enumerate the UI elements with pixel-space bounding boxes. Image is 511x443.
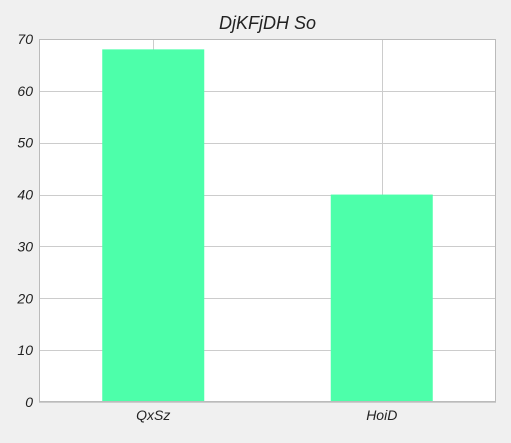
bars <box>102 49 433 402</box>
y-tick-label: 0 <box>25 394 33 410</box>
x-tick-label: QxSz <box>136 407 170 423</box>
y-tick-label: 10 <box>17 342 33 358</box>
chart-title: DjKFjDH So <box>219 13 316 33</box>
x-tick-label: HoiD <box>366 407 397 423</box>
bar-QxSz <box>102 49 205 402</box>
y-tick-label: 50 <box>17 135 33 151</box>
y-tick-label: 70 <box>17 31 33 47</box>
y-tick-label: 40 <box>17 187 33 203</box>
y-axis-ticks: 0 10 20 30 40 50 60 70 <box>16 31 33 410</box>
y-tick-label: 30 <box>17 238 33 254</box>
y-tick-label: 20 <box>16 290 33 306</box>
bar-HoiD <box>330 194 433 402</box>
plot-frame <box>39 39 496 402</box>
x-axis-ticks: QxSz HoiD <box>136 407 397 423</box>
y-tick-label: 60 <box>17 83 33 99</box>
